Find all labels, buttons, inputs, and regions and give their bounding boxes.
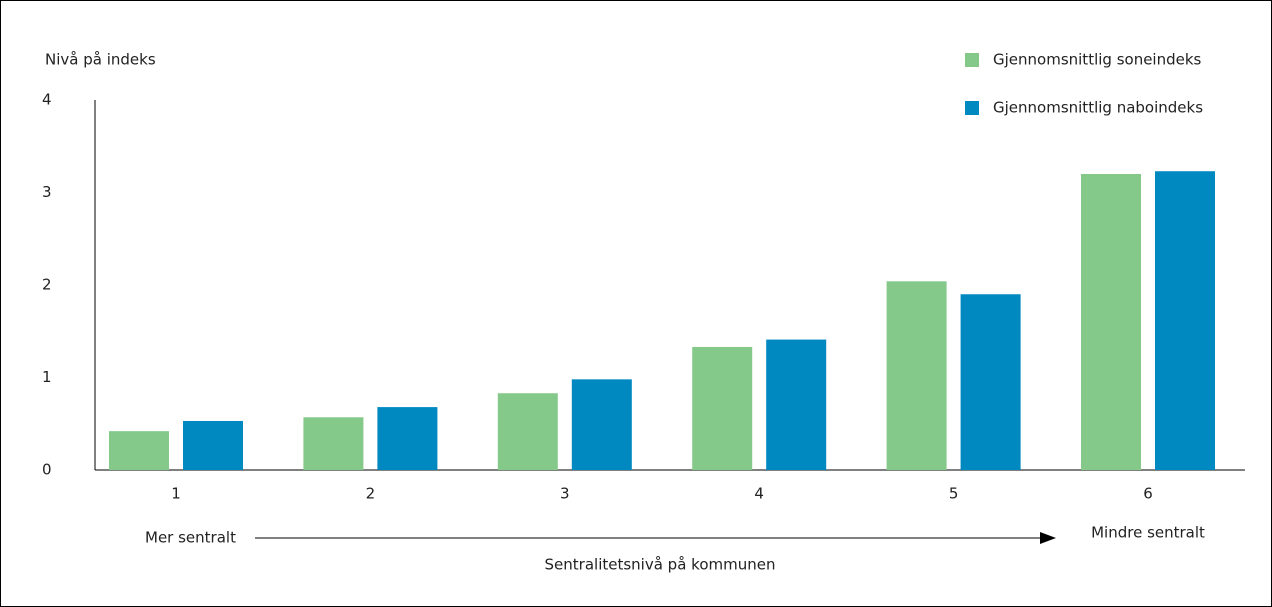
x-tick-label: 1 (171, 485, 181, 503)
bar (571, 379, 632, 470)
bar (377, 407, 438, 470)
bar (1155, 171, 1215, 470)
annotation: Mer sentralt (145, 529, 236, 547)
bar (303, 417, 364, 470)
legend-label: Gjennomsnittlig naboindeks (993, 99, 1203, 117)
x-tick-label: 6 (1143, 485, 1153, 503)
y-axis-label: Nivå på indeks (45, 51, 156, 69)
bar (886, 281, 947, 470)
arrow-head (1040, 532, 1056, 544)
bar (183, 420, 243, 470)
annotation: Mindre sentralt (1091, 524, 1205, 542)
legend-swatch (965, 101, 979, 115)
y-tick-label: 0 (42, 461, 52, 479)
y-tick-label: 1 (42, 368, 52, 386)
x-axis-label: Sentralitetsnivå på kommunen (545, 556, 776, 574)
bar (692, 346, 753, 470)
bar (497, 393, 558, 470)
bar (960, 294, 1021, 470)
legend-swatch (965, 53, 979, 67)
legend-label: Gjennomsnittlig soneindeks (993, 51, 1202, 69)
x-tick-label: 5 (949, 485, 959, 503)
y-tick-label: 3 (42, 183, 52, 201)
bar (766, 339, 827, 470)
y-tick-label: 4 (42, 91, 52, 109)
bar (109, 431, 169, 470)
x-tick-label: 4 (754, 485, 764, 503)
x-tick-label: 3 (560, 485, 570, 503)
y-tick-label: 2 (42, 276, 52, 294)
bar (1081, 174, 1141, 470)
x-tick-label: 2 (366, 485, 376, 503)
